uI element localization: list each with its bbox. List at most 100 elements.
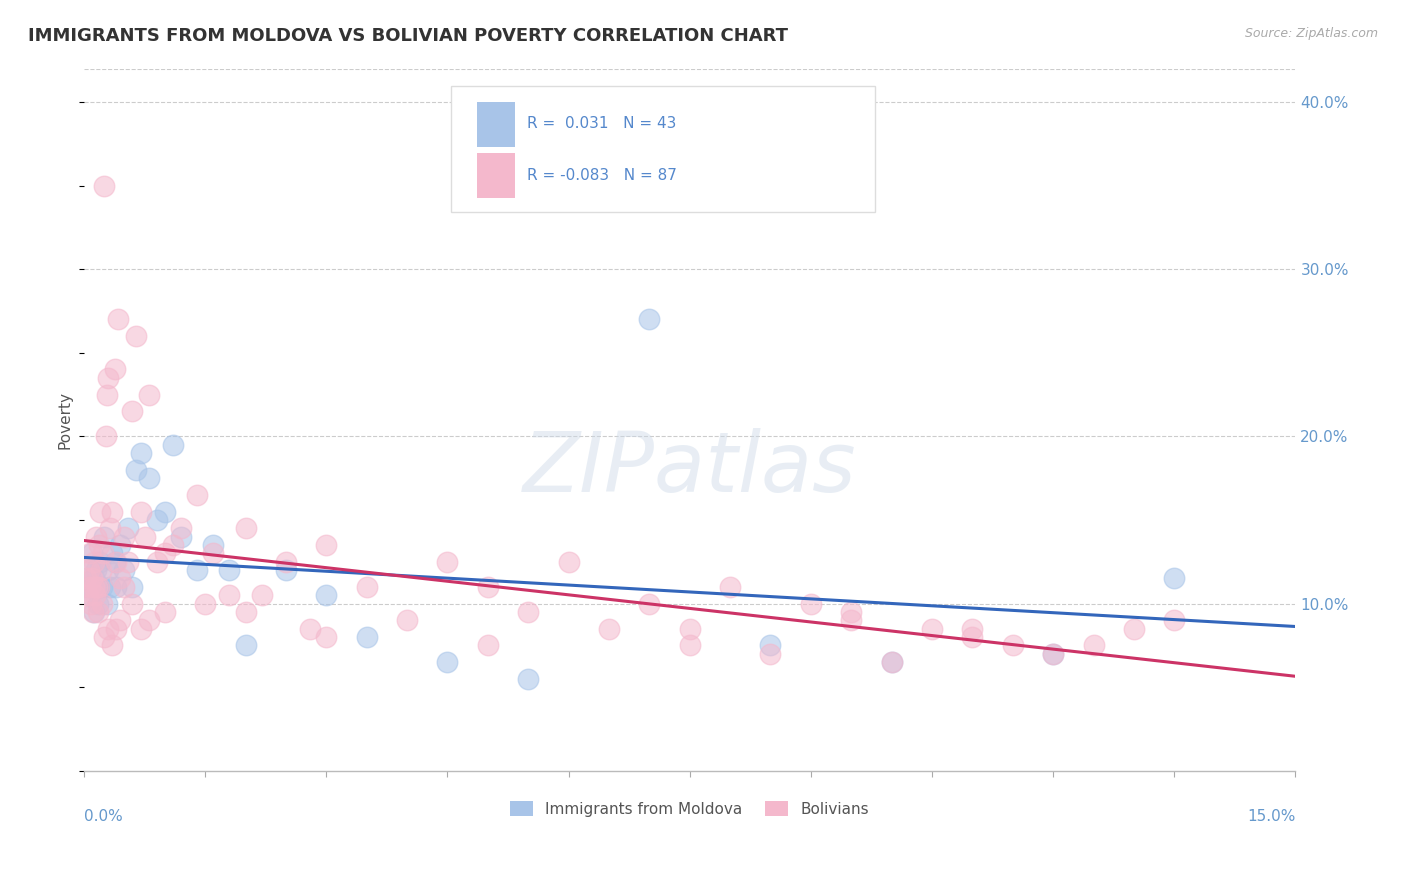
Point: [235, 638, 257, 652]
Point: [356, 630, 378, 644]
Point: [274, 563, 297, 577]
Point: [82, 605, 104, 619]
Point: [104, 555, 127, 569]
Point: [75, 571, 97, 585]
Point: [79, 580, 101, 594]
Point: [880, 655, 903, 669]
Point: [80, 546, 103, 560]
Point: [84, 563, 107, 577]
Point: [83, 555, 105, 569]
Point: [87, 538, 110, 552]
Point: [93, 630, 115, 644]
Point: [315, 588, 337, 602]
Point: [1163, 571, 1185, 585]
Text: R =  0.031   N = 43: R = 0.031 N = 43: [527, 116, 676, 131]
Point: [93, 178, 115, 193]
Point: [299, 622, 322, 636]
Point: [110, 538, 132, 552]
Point: [84, 530, 107, 544]
Point: [218, 588, 240, 602]
Point: [89, 555, 111, 569]
Point: [638, 312, 661, 326]
Point: [202, 546, 225, 560]
Point: [315, 630, 337, 644]
Point: [235, 605, 257, 619]
Text: R = -0.083   N = 87: R = -0.083 N = 87: [527, 168, 678, 183]
Point: [598, 622, 620, 636]
Point: [101, 505, 124, 519]
Point: [679, 622, 702, 636]
Point: [759, 647, 782, 661]
Point: [962, 630, 984, 644]
Point: [274, 555, 297, 569]
Point: [89, 505, 111, 519]
Point: [436, 555, 458, 569]
Point: [77, 588, 100, 602]
Point: [125, 463, 148, 477]
Point: [125, 329, 148, 343]
Point: [86, 580, 108, 594]
Point: [93, 530, 115, 544]
Point: [121, 404, 143, 418]
Point: [138, 471, 160, 485]
Point: [90, 597, 112, 611]
Point: [138, 613, 160, 627]
Point: [218, 563, 240, 577]
Point: [129, 622, 152, 636]
Point: [153, 605, 176, 619]
Point: [517, 605, 540, 619]
Point: [921, 622, 943, 636]
Point: [129, 505, 152, 519]
Point: [91, 546, 114, 560]
Point: [110, 571, 132, 585]
Point: [186, 563, 208, 577]
Point: [83, 571, 105, 585]
Point: [121, 597, 143, 611]
Text: 0.0%: 0.0%: [84, 809, 122, 824]
Text: IMMIGRANTS FROM MOLDOVA VS BOLIVIAN POVERTY CORRELATION CHART: IMMIGRANTS FROM MOLDOVA VS BOLIVIAN POVE…: [28, 27, 789, 45]
Point: [162, 538, 184, 552]
Point: [86, 597, 108, 611]
Point: [153, 505, 176, 519]
Point: [800, 597, 823, 611]
Point: [436, 655, 458, 669]
Point: [77, 563, 100, 577]
Point: [170, 530, 193, 544]
Point: [101, 638, 124, 652]
Point: [1083, 638, 1105, 652]
Point: [250, 588, 273, 602]
Point: [96, 597, 118, 611]
Point: [235, 521, 257, 535]
Point: [145, 555, 167, 569]
Point: [134, 530, 156, 544]
Point: [83, 580, 105, 594]
Y-axis label: Poverty: Poverty: [58, 391, 72, 449]
Point: [186, 488, 208, 502]
Point: [101, 546, 124, 560]
Point: [839, 605, 862, 619]
Point: [77, 580, 100, 594]
Point: [638, 597, 661, 611]
Point: [162, 438, 184, 452]
Point: [97, 563, 120, 577]
Point: [962, 622, 984, 636]
Point: [90, 563, 112, 577]
Point: [79, 563, 101, 577]
FancyBboxPatch shape: [477, 153, 515, 198]
Point: [880, 655, 903, 669]
Point: [84, 588, 107, 602]
Point: [315, 538, 337, 552]
Point: [202, 538, 225, 552]
Point: [80, 597, 103, 611]
Point: [110, 613, 132, 627]
Point: [98, 580, 121, 594]
Point: [121, 580, 143, 594]
Point: [1042, 647, 1064, 661]
Point: [87, 580, 110, 594]
Point: [104, 362, 127, 376]
Point: [79, 546, 101, 560]
Point: [112, 580, 135, 594]
Point: [86, 605, 108, 619]
Point: [1163, 613, 1185, 627]
Point: [112, 530, 135, 544]
